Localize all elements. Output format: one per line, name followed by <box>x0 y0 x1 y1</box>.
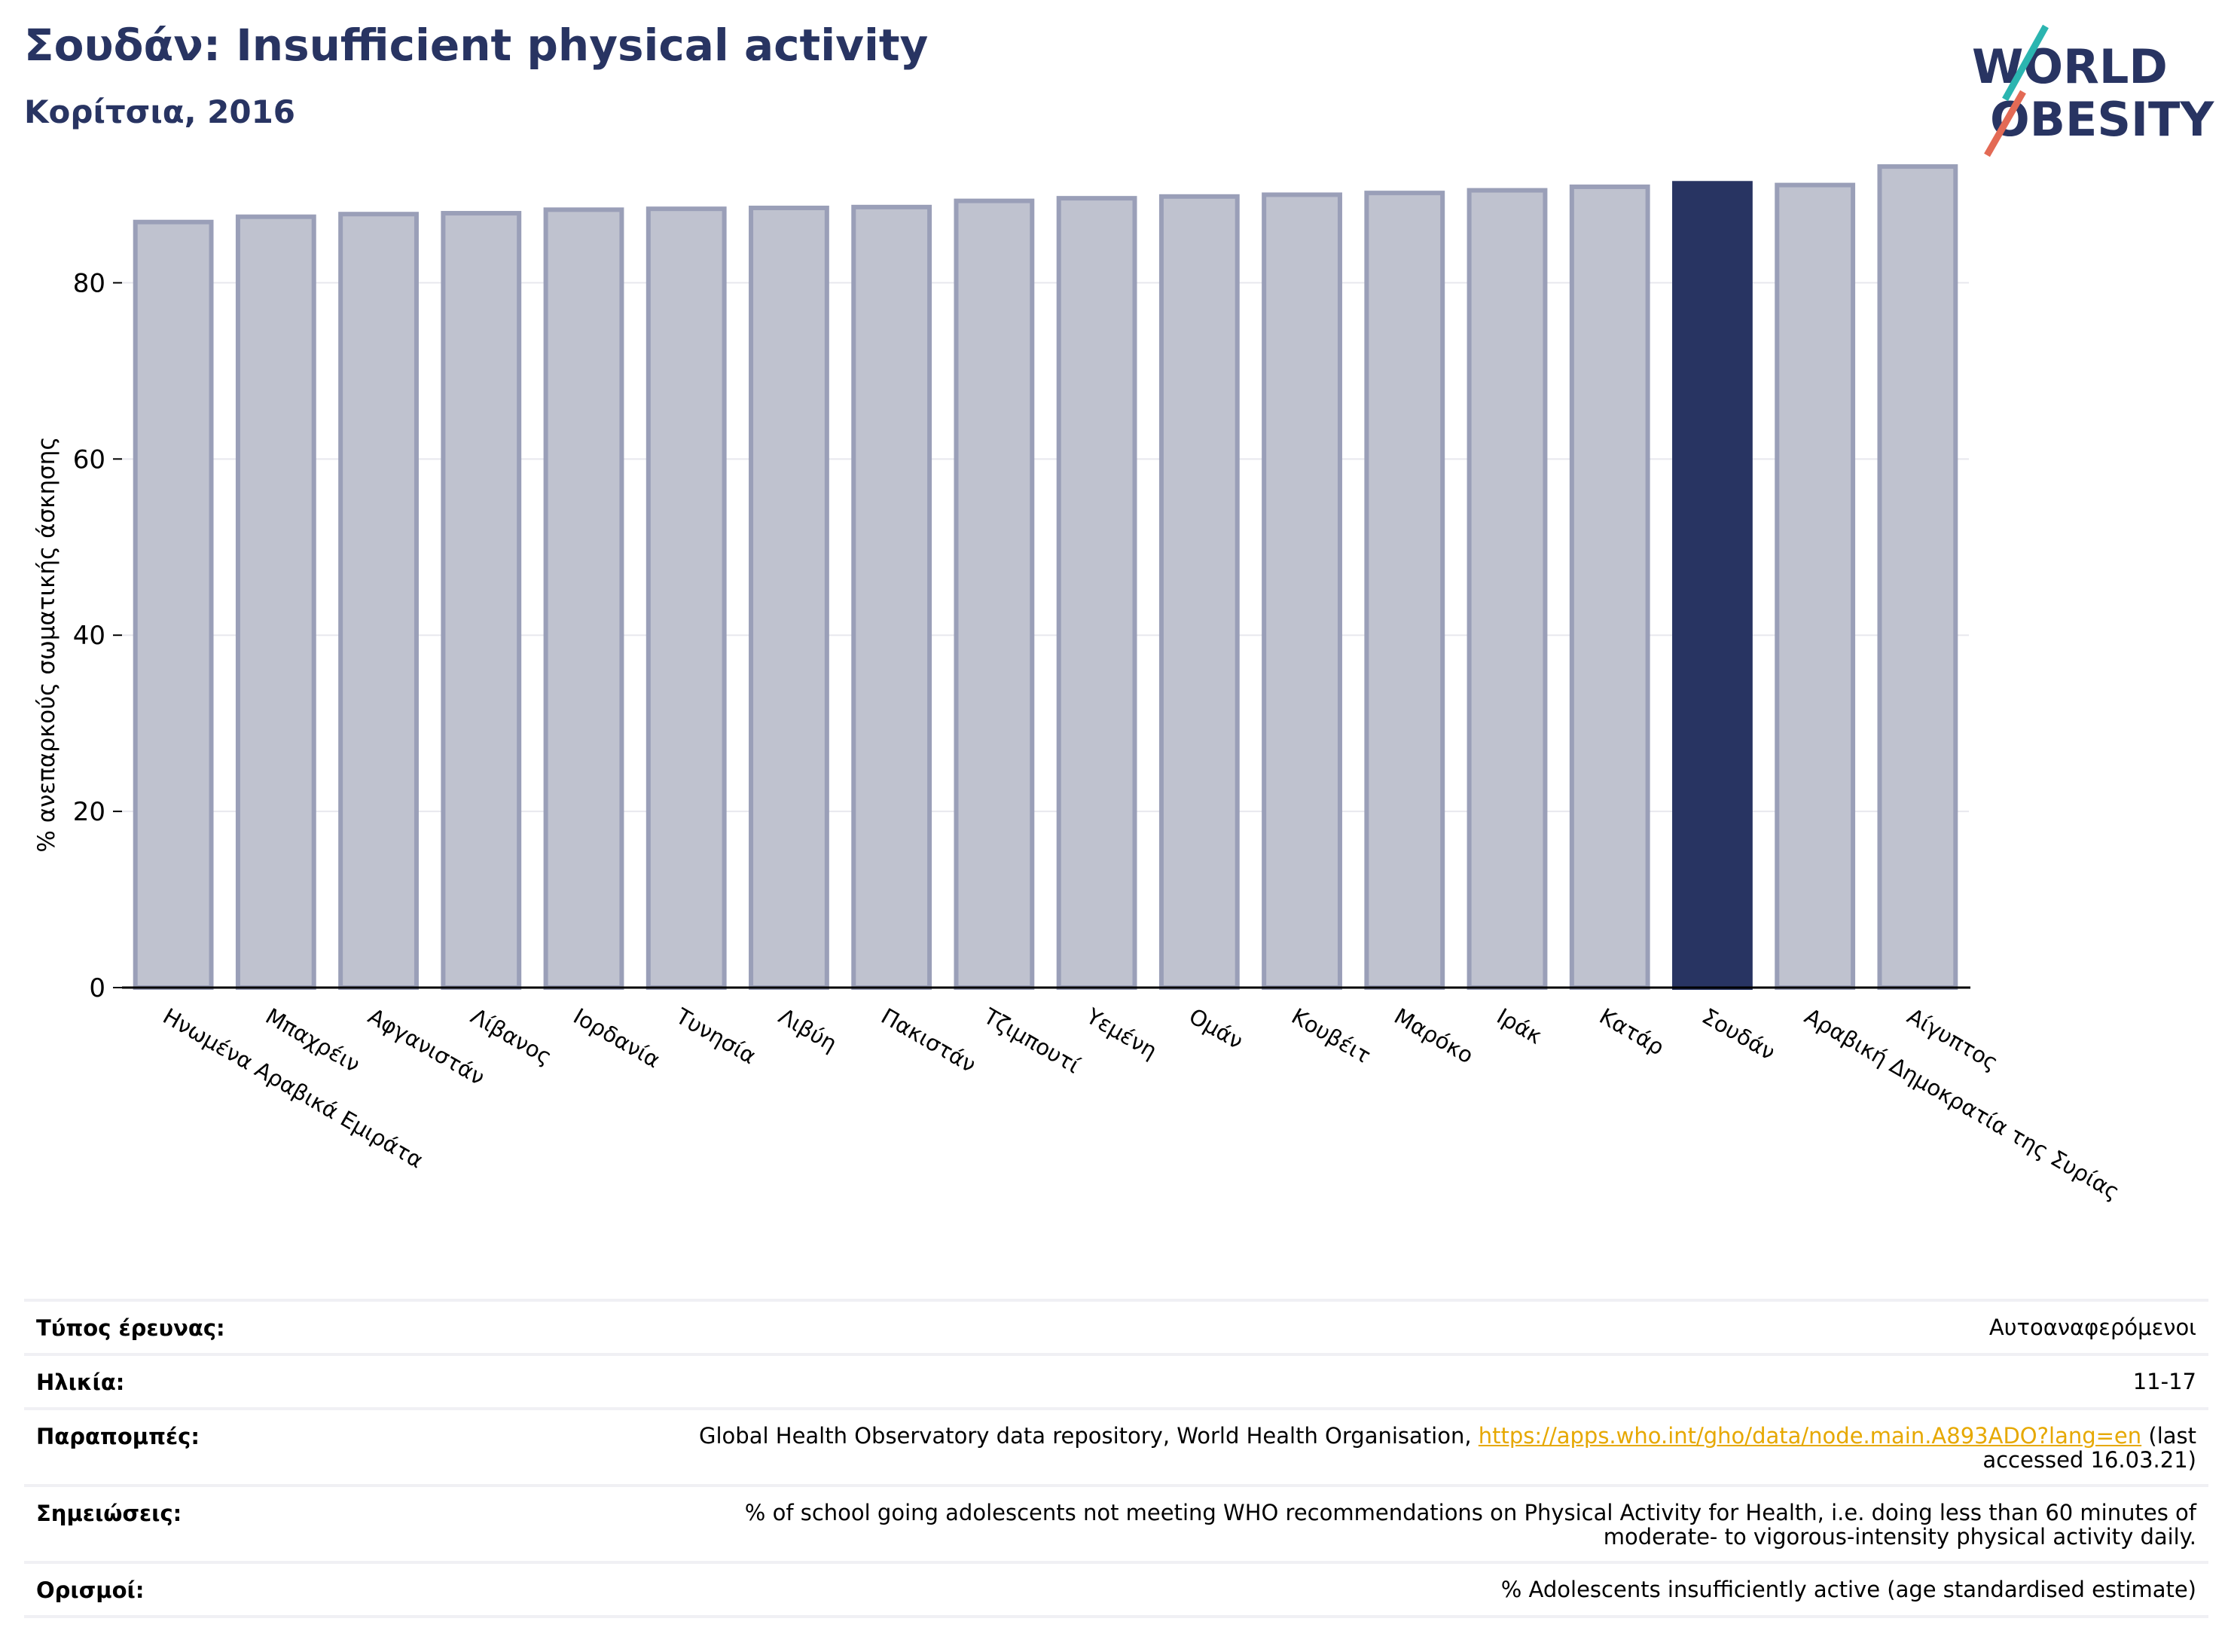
info-key: Παραπομπές: <box>36 1424 200 1449</box>
bar-10 <box>1056 196 1137 990</box>
info-table: Τύπος έρευνας: Αυτοαναφερόμενοι Ηλικία: … <box>24 1299 2208 1618</box>
bar-5 <box>543 207 624 990</box>
x-tick-label: Κουβέιτ <box>1287 1003 1375 1069</box>
bar-11 <box>1158 194 1240 990</box>
logo-slash-coral <box>1984 90 2026 157</box>
bar-4 <box>441 211 522 991</box>
info-value: % Adolescents insufficiently active (age… <box>1500 1577 2196 1602</box>
page-title: Σουδάν: Insufficient physical activity <box>24 20 929 71</box>
bar-17 <box>1775 182 1856 990</box>
bar-13 <box>1364 191 1445 990</box>
y-tick-label: 80 <box>73 268 105 298</box>
y-tick-label: 40 <box>73 621 105 651</box>
info-row-survey-type: Τύπος έρευνας: Αυτοαναφερόμενοι <box>24 1299 2208 1353</box>
bar-16 <box>1672 181 1753 991</box>
bars <box>133 164 1958 991</box>
bar-9 <box>954 198 1035 990</box>
y-tick-label: 60 <box>73 444 105 475</box>
x-tick-label: Υεμένη <box>1082 1003 1161 1064</box>
x-tick-label: Ιορδανία <box>569 1003 665 1073</box>
info-key: Ορισμοί: <box>36 1577 145 1603</box>
info-key: Τύπος έρευνας: <box>36 1315 225 1341</box>
info-value: 11-17 <box>2132 1369 2196 1394</box>
x-tick-label: Τζιμπουτί <box>979 1003 1085 1079</box>
page-subtitle: Κορίτσια, 2016 <box>24 93 296 130</box>
x-tick-label: Λιβύη <box>774 1003 841 1057</box>
info-key: Ηλικία: <box>36 1370 125 1395</box>
reference-link[interactable]: https://apps.who.int/gho/data/node.main.… <box>1478 1423 2142 1449</box>
info-row-notes: Σημειώσεις: % of school going adolescent… <box>24 1484 2208 1561</box>
logo-text-world: WORLD <box>1972 39 2168 94</box>
bar-1 <box>133 219 214 990</box>
x-tick-label: Πακιστάν <box>877 1003 980 1078</box>
info-value: Αυτοαναφερόμενοι <box>1988 1315 2196 1340</box>
bar-18 <box>1877 164 1958 990</box>
x-tick-label: Κατάρ <box>1595 1003 1669 1061</box>
x-tick-label: Ιράκ <box>1493 1003 1547 1049</box>
y-tick-label: 0 <box>89 973 105 1003</box>
x-tick-label: Ομάν <box>1185 1003 1247 1055</box>
info-row-definitions: Ορισμοί: % Adolescents insufficiently ac… <box>24 1561 2208 1618</box>
info-row-references: Παραπομπές: Global Health Observatory da… <box>24 1407 2208 1484</box>
bar-8 <box>851 204 932 990</box>
x-tick-label: Μαρόκο <box>1390 1003 1478 1069</box>
bar-2 <box>235 214 316 991</box>
logo-text-obesity: OBESITY <box>1990 92 2214 147</box>
logo-slash-teal <box>2002 24 2049 102</box>
info-value: % of school going adolescents not meetin… <box>744 1500 2196 1550</box>
info-row-age: Ηλικία: 11-17 <box>24 1353 2208 1407</box>
x-tick-label: Λίβανος <box>466 1003 556 1070</box>
reference-accessed: (last accessed 16.03.21) <box>1982 1423 2196 1473</box>
info-value: Global Health Observatory data repositor… <box>690 1424 2196 1472</box>
x-tick-label: Σουδάν <box>1698 1003 1780 1065</box>
y-tick-labels: 0 20 40 60 80 <box>73 268 122 1003</box>
bar-15 <box>1569 184 1650 991</box>
y-tick-label: 20 <box>73 797 105 827</box>
grid-lines <box>122 282 1969 813</box>
bar-12 <box>1262 192 1342 991</box>
y-axis-label: % ανεπαρκούς σωματικής άσκησης <box>33 436 60 852</box>
x-tick-label: Αφγανιστάν <box>364 1003 489 1091</box>
x-tick-label: Τυνησία <box>671 1003 761 1069</box>
world-obesity-logo: WORLD OBESITY <box>1972 24 2214 157</box>
info-key: Σημειώσεις: <box>36 1501 182 1526</box>
bar-3 <box>338 212 419 990</box>
bar-7 <box>749 206 829 991</box>
reference-text: Global Health Observatory data repositor… <box>699 1423 1479 1449</box>
bar-6 <box>646 206 727 990</box>
bar-14 <box>1467 188 1548 990</box>
